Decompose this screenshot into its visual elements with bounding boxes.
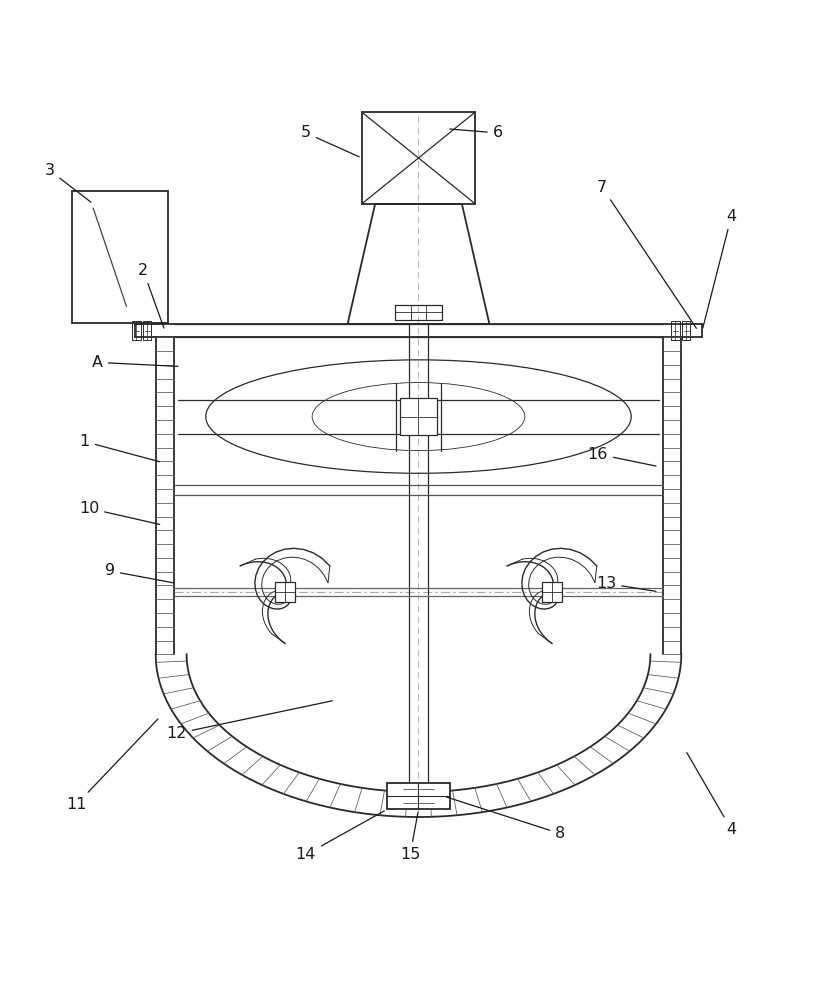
Text: 4: 4 xyxy=(686,753,736,837)
Text: 8: 8 xyxy=(446,797,565,841)
Text: 6: 6 xyxy=(449,125,502,140)
Bar xyxy=(275,582,294,602)
Bar xyxy=(542,582,561,602)
Bar xyxy=(361,112,475,204)
Bar xyxy=(132,321,140,340)
Text: A: A xyxy=(92,355,178,370)
Text: 14: 14 xyxy=(295,811,384,862)
Text: 16: 16 xyxy=(587,447,655,466)
Bar xyxy=(143,321,151,340)
Text: 15: 15 xyxy=(400,812,420,862)
Text: 3: 3 xyxy=(44,163,91,202)
Text: 13: 13 xyxy=(595,576,655,591)
Text: 1: 1 xyxy=(79,434,160,462)
Text: 2: 2 xyxy=(138,263,164,328)
Text: 11: 11 xyxy=(66,719,158,812)
Text: 12: 12 xyxy=(166,701,332,741)
Bar xyxy=(670,321,679,340)
Text: 7: 7 xyxy=(596,180,696,328)
Bar xyxy=(395,305,441,320)
Bar xyxy=(386,783,450,809)
Text: 5: 5 xyxy=(300,125,359,157)
Text: 10: 10 xyxy=(79,501,160,524)
Bar xyxy=(400,398,436,435)
Text: 9: 9 xyxy=(104,563,174,583)
Text: 4: 4 xyxy=(702,209,736,328)
Bar xyxy=(681,321,690,340)
